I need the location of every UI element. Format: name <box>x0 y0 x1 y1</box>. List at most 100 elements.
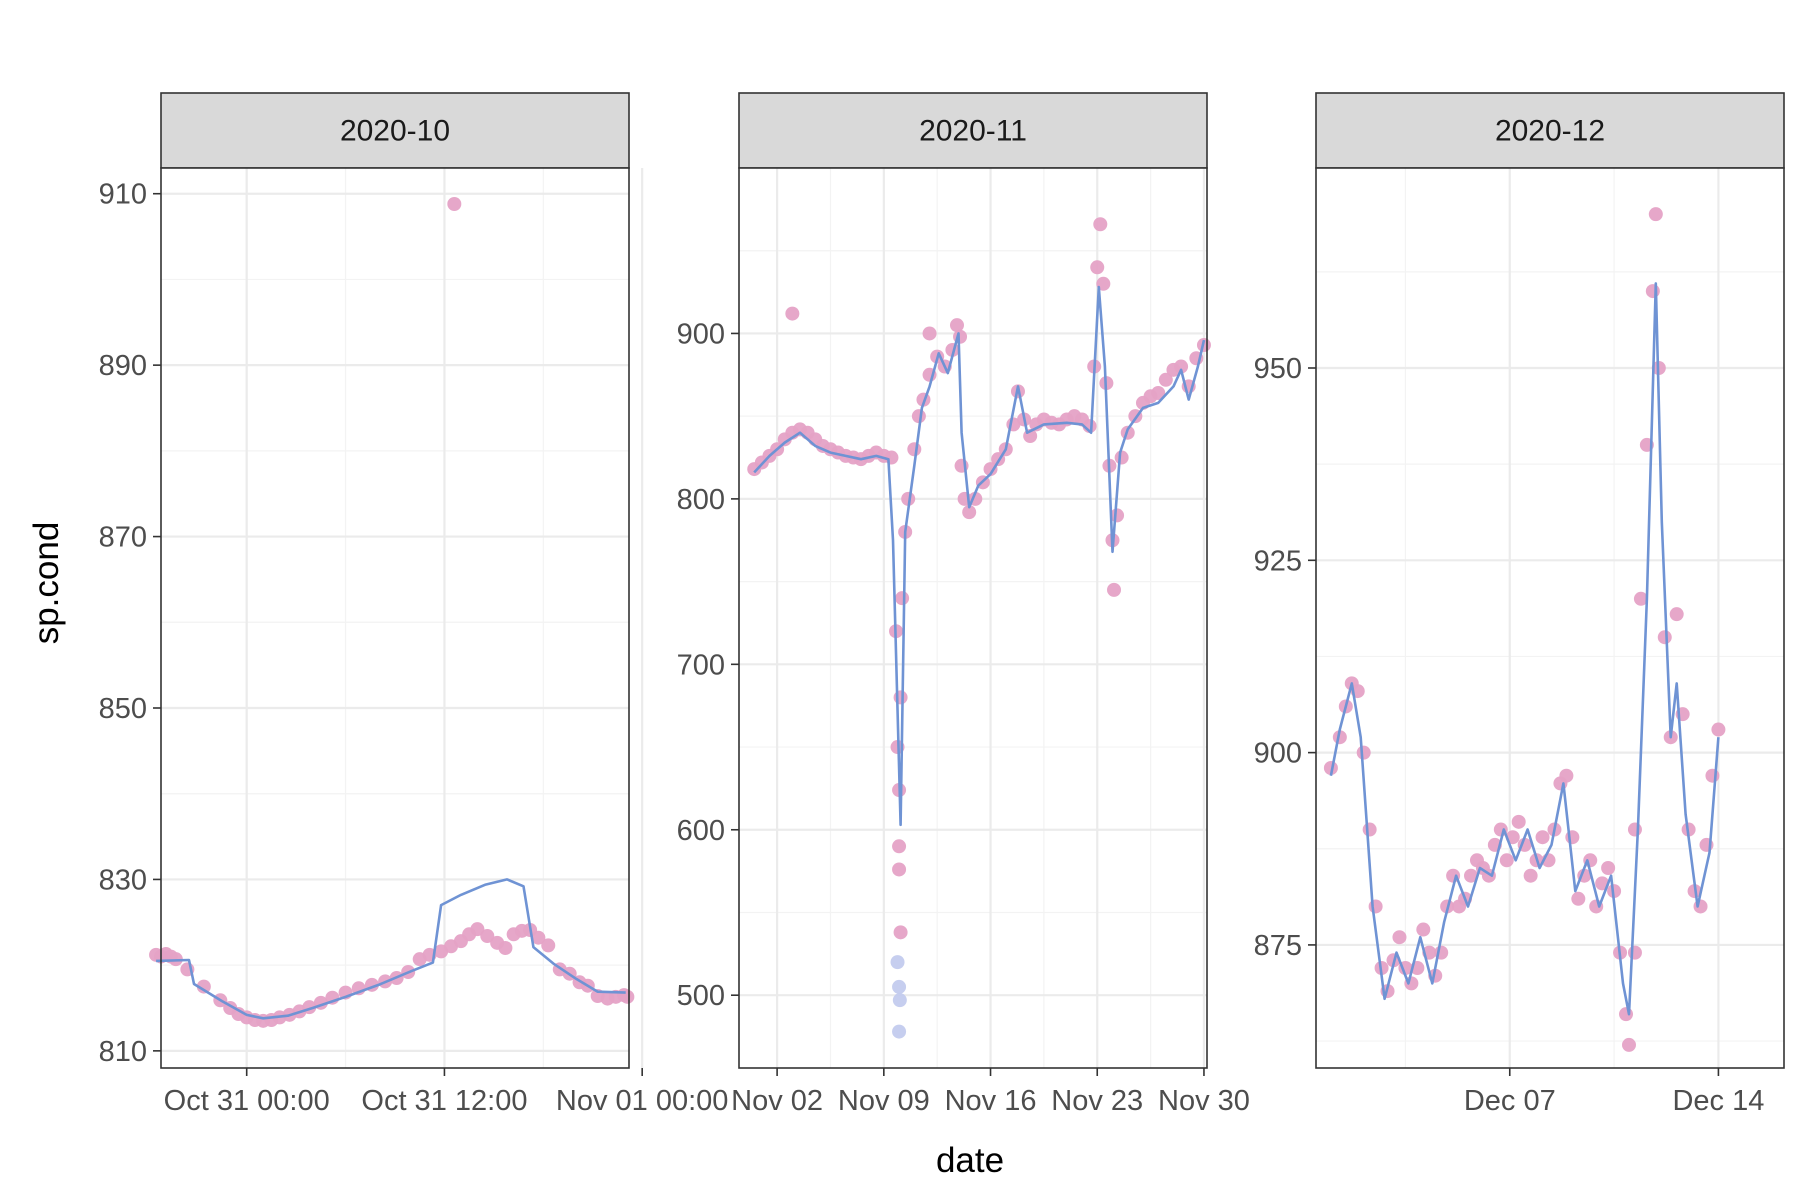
data-point <box>1499 853 1514 868</box>
data-point <box>893 925 908 940</box>
data-point <box>1693 899 1708 914</box>
y-axis-title: sp.cond <box>27 522 66 645</box>
panel-background <box>739 168 1207 1068</box>
data-point <box>1174 359 1189 374</box>
y-tick-label: 850 <box>99 693 147 725</box>
data-point <box>892 862 907 877</box>
flagged-data-point <box>892 979 907 994</box>
data-point <box>1090 260 1105 275</box>
flagged-data-point <box>892 1024 907 1039</box>
data-point <box>1627 945 1642 960</box>
data-point <box>1565 830 1580 845</box>
y-tick-label: 830 <box>99 864 147 896</box>
data-point <box>1621 1037 1636 1052</box>
x-tick-label: Nov 09 <box>838 1085 930 1117</box>
data-point <box>983 462 998 477</box>
facet-panel: 2020-10 810 830 850 870 890 910 Oct 31 00:00 Oct… <box>99 92 729 1117</box>
gridlines <box>739 168 1207 1068</box>
y-tick-label: 700 <box>677 649 725 681</box>
x-tick-label: Nov 30 <box>1158 1085 1250 1117</box>
flagged-data-point <box>890 955 905 970</box>
data-point <box>1571 891 1586 906</box>
data-point <box>1619 1007 1634 1022</box>
data-point <box>1362 822 1377 837</box>
data-point <box>1114 450 1129 465</box>
data-point <box>901 491 916 506</box>
x-tick-label: Nov 23 <box>1051 1085 1143 1117</box>
data-point <box>949 318 964 333</box>
x-tick-label: Dec 07 <box>1464 1085 1556 1117</box>
y-tick-label: 870 <box>99 522 147 554</box>
y-tick-label: 500 <box>677 980 725 1012</box>
x-tick-label: Oct 31 00:00 <box>164 1085 330 1117</box>
flagged-data-point <box>892 993 907 1008</box>
data-point <box>1705 768 1720 783</box>
data-point <box>480 929 495 943</box>
x-tick-label: Nov 01 00:00 <box>556 1085 729 1117</box>
data-point <box>785 306 800 321</box>
panel-border <box>738 167 1208 1069</box>
data-point <box>1601 861 1616 875</box>
facet-panels: 2020-10 810 830 850 870 890 910 Oct 31 00:00 Oct… <box>99 92 1785 1117</box>
panel-border <box>160 167 630 1069</box>
data-point <box>1107 582 1122 597</box>
facet-strip <box>160 92 630 169</box>
facet-strip <box>738 92 1208 169</box>
facet-strip-label: 2020-10 <box>340 115 450 148</box>
y-tick-label: 900 <box>677 318 725 350</box>
gridlines <box>161 168 644 1068</box>
y-tick-label: 910 <box>99 179 147 211</box>
y-tick-label: 925 <box>1254 545 1302 577</box>
data-point <box>531 930 546 945</box>
data-point <box>1648 207 1663 222</box>
data-point <box>470 922 485 937</box>
data-point <box>196 979 211 994</box>
points-layer <box>149 197 635 1028</box>
data-point <box>907 442 922 457</box>
facet-panel: 2020-11 500 600 700 800 900 Nov 02 Nov 09 Nov 16… <box>677 92 1250 1117</box>
data-point <box>1323 761 1338 775</box>
data-point <box>1151 386 1166 400</box>
facet-panel: 2020-12 875 900 925 950 Dec 07 Dec 14 <box>1254 92 1785 1117</box>
x-tick-label: Oct 31 12:00 <box>361 1085 527 1117</box>
data-point <box>1657 630 1672 645</box>
smooth-line <box>753 285 1206 827</box>
data-point <box>1633 591 1648 606</box>
x-axis-title: date <box>936 1141 1004 1180</box>
data-point <box>895 591 910 606</box>
y-tick-label: 890 <box>99 350 147 382</box>
panel-border <box>1315 167 1785 1069</box>
data-point <box>1368 899 1383 914</box>
y-tick-label: 600 <box>677 815 725 847</box>
data-point <box>922 326 937 341</box>
data-point <box>1110 508 1125 523</box>
y-tick-label: 875 <box>1254 930 1302 962</box>
facet-strip-label: 2020-12 <box>1495 115 1605 148</box>
y-tick-label: 950 <box>1254 353 1302 385</box>
smooth-line <box>1329 282 1720 1016</box>
data-point <box>962 505 977 520</box>
x-tick-label: Nov 16 <box>945 1085 1037 1117</box>
data-point <box>1669 607 1684 622</box>
data-point <box>1523 868 1538 883</box>
data-point <box>447 197 462 211</box>
x-tick-label: Dec 14 <box>1672 1085 1764 1117</box>
y-tick-label: 810 <box>99 1036 147 1068</box>
data-point <box>1158 372 1173 387</box>
data-point <box>1535 830 1550 845</box>
data-point <box>1645 284 1660 299</box>
gridlines <box>1316 168 1784 1068</box>
smooth-line <box>156 878 626 1020</box>
data-point <box>892 839 907 854</box>
data-point <box>1093 217 1108 232</box>
data-point <box>1559 768 1574 783</box>
panel-background <box>161 168 629 1068</box>
data-point <box>541 938 556 953</box>
data-point <box>1711 722 1726 737</box>
facet-strip-label: 2020-11 <box>919 115 1027 148</box>
panel-background <box>1316 168 1784 1068</box>
y-tick-label: 900 <box>1254 738 1302 770</box>
y-tick-label: 800 <box>677 484 725 516</box>
data-point <box>1416 922 1431 937</box>
